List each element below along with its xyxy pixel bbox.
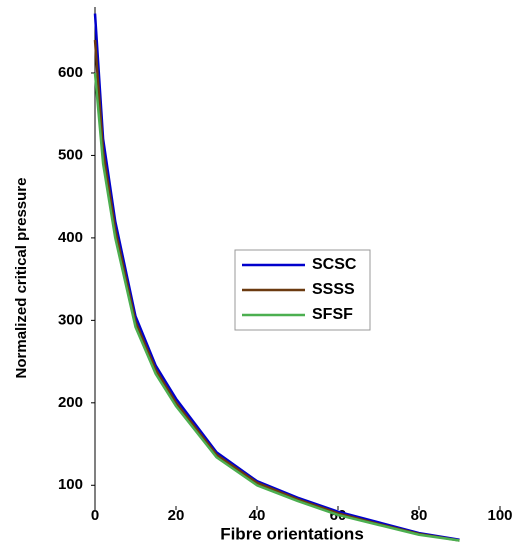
x-tick-label: 20 xyxy=(168,507,185,524)
y-tick-label: 200 xyxy=(58,394,83,411)
x-tick-label: 100 xyxy=(487,507,512,524)
legend-label: SSSS xyxy=(312,281,355,298)
legend-label: SFSF xyxy=(312,306,353,323)
x-tick-label: 40 xyxy=(249,507,266,524)
x-axis-label: Fibre orientations xyxy=(220,524,364,543)
x-tick-label: 0 xyxy=(91,507,99,524)
y-tick-label: 400 xyxy=(58,229,83,246)
y-tick-label: 100 xyxy=(58,476,83,493)
y-tick-label: 600 xyxy=(58,64,83,81)
line-series xyxy=(93,13,460,541)
legend-label: SCSC xyxy=(312,256,357,273)
y-tick-label: 300 xyxy=(58,311,83,328)
y-axis-label: Normalized critical pressure xyxy=(13,178,30,379)
y-tick-label: 500 xyxy=(58,146,83,163)
line-series xyxy=(93,72,460,542)
x-tick-label: 80 xyxy=(411,507,428,524)
